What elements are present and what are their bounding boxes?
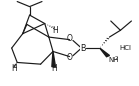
Text: B: B (80, 44, 86, 53)
Text: NH: NH (109, 57, 119, 63)
Text: H: H (52, 26, 58, 35)
Text: 2: 2 (114, 56, 118, 61)
Text: O: O (67, 34, 73, 43)
Text: H: H (11, 64, 17, 73)
Text: O: O (67, 53, 73, 62)
Polygon shape (52, 51, 55, 67)
Text: HCl: HCl (120, 45, 132, 51)
Polygon shape (100, 48, 110, 57)
Text: H: H (51, 64, 57, 73)
